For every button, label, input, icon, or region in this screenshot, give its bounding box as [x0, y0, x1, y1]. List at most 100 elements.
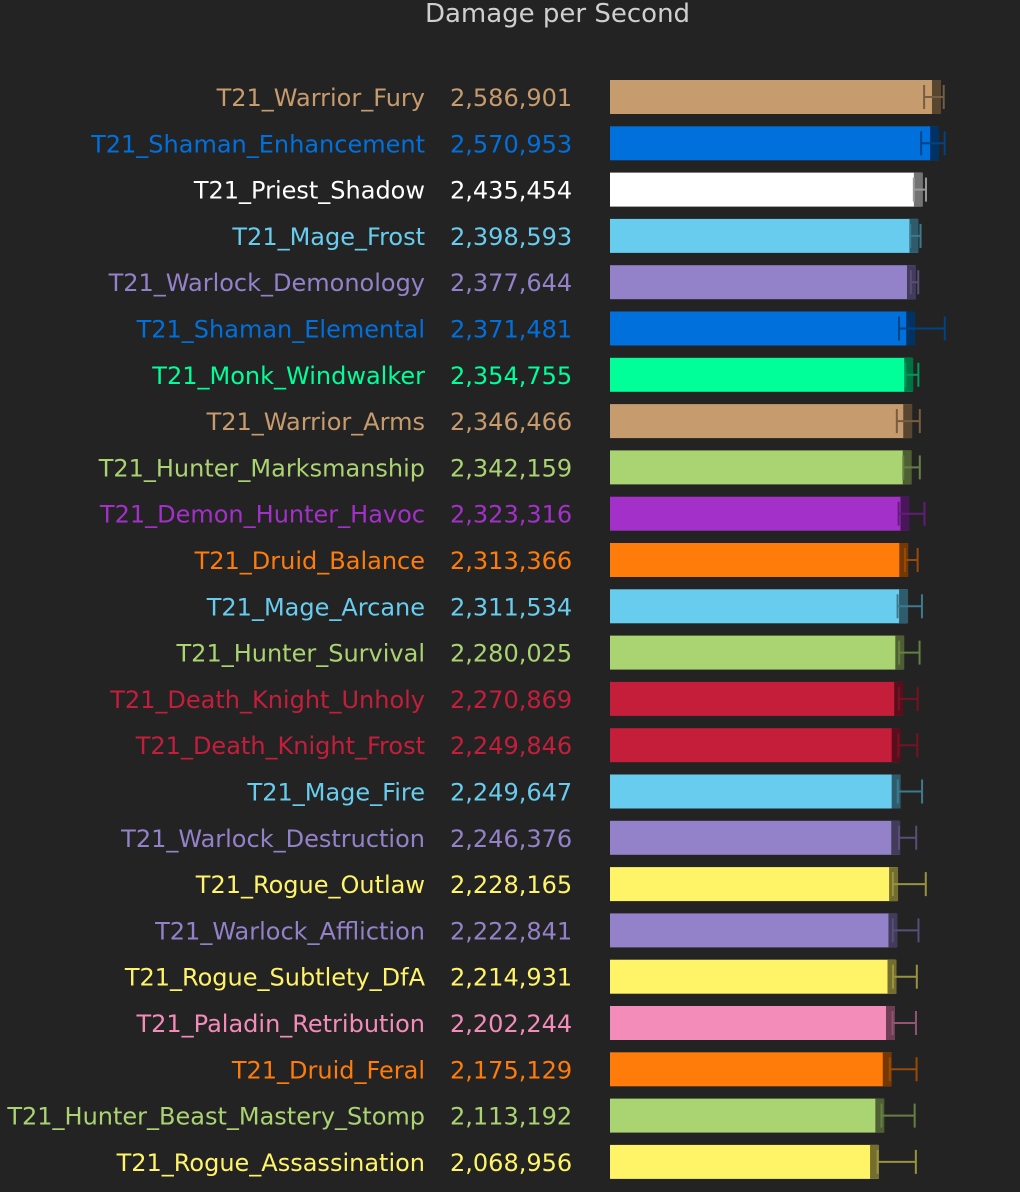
value-label: 2,377,644: [450, 269, 572, 297]
category-label: T21_Hunter_Beast_Mastery_Stomp: [6, 1103, 425, 1131]
bar: [610, 126, 939, 161]
bar: [610, 913, 897, 948]
category-label: T21_Mage_Frost: [231, 223, 425, 251]
value-label: 2,214,931: [450, 964, 572, 992]
category-label: T21_Warrior_Fury: [216, 84, 425, 112]
bar: [610, 959, 896, 994]
value-label: 2,249,846: [450, 732, 572, 760]
bar-row: T21_Hunter_Beast_Mastery_Stomp 2,113,192: [6, 1098, 916, 1133]
bar-row: T21_Druid_Balance 2,313,366: [194, 543, 919, 577]
bar: [610, 311, 915, 346]
bar: [610, 774, 900, 809]
value-label: 2,113,192: [450, 1103, 572, 1131]
bar: [610, 80, 940, 114]
bar-cap: [891, 728, 901, 763]
category-label: T21_Monk_Windwalker: [151, 362, 425, 390]
bar: [610, 1052, 891, 1087]
category-label: T21_Druid_Feral: [231, 1056, 425, 1084]
bar: [610, 172, 922, 207]
value-label: 2,398,593: [450, 223, 572, 251]
value-label: 2,202,244: [450, 1010, 572, 1038]
value-label: 2,586,901: [450, 84, 572, 112]
bar-row: T21_Shaman_Enhancement 2,570,953: [90, 126, 946, 161]
bar: [610, 218, 918, 253]
category-label: T21_Rogue_Assassination: [116, 1149, 425, 1177]
bar-row: T21_Warlock_Destruction 2,246,376: [120, 820, 918, 855]
bar-cap: [885, 1006, 895, 1040]
category-label: T21_Mage_Arcane: [206, 593, 425, 621]
bar: [610, 728, 900, 763]
bar-row: T21_Demon_Hunter_Havoc 2,323,316: [99, 496, 926, 531]
value-label: 2,280,025: [450, 640, 572, 668]
bar-row: T21_Mage_Arcane 2,311,534: [206, 589, 923, 624]
value-label: 2,222,841: [450, 917, 572, 945]
bar: [610, 635, 904, 670]
category-label: T21_Warlock_Affliction: [154, 917, 425, 945]
bar-cap: [882, 1052, 892, 1087]
bar: [610, 1098, 884, 1133]
category-label: T21_Hunter_Survival: [176, 640, 425, 668]
bar-row: T21_Priest_Shadow 2,435,454: [193, 172, 928, 207]
value-label: 2,249,647: [450, 779, 572, 807]
bar: [610, 1144, 879, 1179]
bar: [610, 867, 898, 902]
bar: [610, 820, 900, 855]
bar: [610, 357, 913, 392]
category-label: T21_Warlock_Destruction: [120, 825, 425, 853]
category-label: T21_Mage_Fire: [247, 779, 425, 807]
bar-row: T21_Warlock_Affliction 2,222,841: [154, 913, 920, 948]
value-label: 2,342,159: [450, 454, 572, 482]
bar-cap: [891, 820, 901, 855]
bar-row: T21_Rogue_Assassination 2,068,956: [116, 1144, 917, 1179]
chart-title: Damage per Second: [424, 0, 691, 29]
bar: [610, 681, 903, 716]
bar-row: T21_Hunter_Marksmanship 2,342,159: [98, 450, 921, 485]
bar: [610, 543, 908, 577]
category-label: T21_Hunter_Marksmanship: [98, 454, 425, 482]
category-label: T21_Rogue_Subtlety_DfA: [124, 964, 426, 992]
bar-cap: [875, 1098, 885, 1133]
value-label: 2,346,466: [450, 408, 572, 436]
bar: [610, 450, 911, 485]
category-label: T21_Shaman_Elemental: [136, 316, 425, 344]
bar-row: T21_Rogue_Subtlety_DfA 2,214,931: [124, 959, 918, 994]
value-label: 2,311,534: [450, 593, 572, 621]
category-label: T21_Warrior_Arms: [206, 408, 425, 436]
bar-row: T21_Paladin_Retribution 2,202,244: [135, 1006, 917, 1040]
bar-cap: [899, 543, 909, 577]
value-label: 2,354,755: [450, 362, 572, 390]
bar-row: T21_Hunter_Survival 2,280,025: [176, 635, 921, 670]
category-label: T21_Paladin_Retribution: [135, 1010, 425, 1038]
bar-row: T21_Warrior_Arms 2,346,466: [206, 404, 921, 439]
category-label: T21_Warlock_Demonology: [108, 269, 425, 297]
category-label: T21_Shaman_Enhancement: [90, 130, 425, 158]
bar-row: T21_Shaman_Elemental 2,371,481: [136, 311, 946, 346]
value-label: 2,246,376: [450, 825, 572, 853]
category-label: T21_Rogue_Outlaw: [195, 871, 425, 899]
category-label: T21_Death_Knight_Unholy: [109, 686, 425, 714]
bar-row: T21_Druid_Feral 2,175,129: [231, 1052, 918, 1087]
bar: [610, 265, 915, 300]
bar-row: T21_Warrior_Fury 2,586,901: [216, 80, 945, 114]
bar-row: T21_Monk_Windwalker 2,354,755: [151, 357, 920, 392]
value-label: 2,435,454: [450, 177, 572, 205]
category-label: T21_Priest_Shadow: [193, 177, 425, 205]
category-label: T21_Demon_Hunter_Havoc: [99, 501, 425, 529]
bar-row: T21_Warlock_Demonology 2,377,644: [108, 265, 920, 300]
bar-row: T21_Rogue_Outlaw 2,228,165: [195, 867, 927, 902]
value-label: 2,068,956: [450, 1149, 572, 1177]
bar-row: T21_Death_Knight_Frost 2,249,846: [135, 728, 919, 763]
value-label: 2,228,165: [450, 871, 572, 899]
bar-row: T21_Death_Knight_Unholy 2,270,869: [109, 681, 919, 716]
value-label: 2,371,481: [450, 316, 572, 344]
bar: [610, 589, 908, 624]
value-label: 2,175,129: [450, 1056, 572, 1084]
category-label: T21_Death_Knight_Frost: [135, 732, 425, 760]
value-label: 2,270,869: [450, 686, 572, 714]
value-label: 2,323,316: [450, 501, 572, 529]
bar-cap: [891, 774, 901, 809]
bar-row: T21_Mage_Frost 2,398,593: [231, 218, 922, 253]
bar-cap: [870, 1144, 880, 1179]
category-label: T21_Druid_Balance: [194, 547, 425, 575]
